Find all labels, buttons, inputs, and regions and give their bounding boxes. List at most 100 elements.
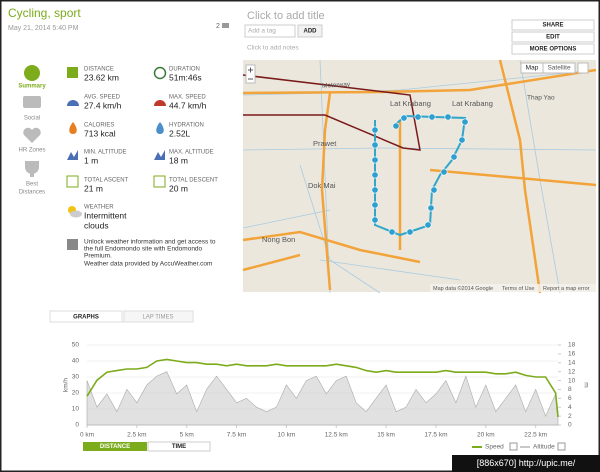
stat-label: MIN. ALTITUDE <box>84 150 127 156</box>
tab-lap-times[interactable] <box>123 310 194 323</box>
premium-icon <box>67 239 78 250</box>
stat-icon <box>69 122 77 134</box>
y2-tick-label: 14 <box>568 359 576 366</box>
nav-social[interactable]: Social <box>24 116 40 122</box>
map-road <box>242 59 597 294</box>
map-rail <box>242 74 421 151</box>
stat-icon <box>67 150 78 160</box>
premium-note: Weather data provided by AccuWeather.com <box>84 261 212 268</box>
y-tick-label: 10 <box>72 406 80 413</box>
stat-label: AVG. SPEED <box>84 95 121 101</box>
stat-icon <box>66 175 79 188</box>
stat-value: 713 kcal <box>84 128 116 138</box>
stat-label: DISTANCE <box>84 67 114 73</box>
stat-value: 1 m <box>84 155 98 165</box>
x-tick-label: 12.5 km <box>325 432 348 439</box>
distance-button-label[interactable]: DISTANCE <box>100 444 130 450</box>
premium-note[interactable]: the full Endomondo site with Endomondo <box>84 246 203 253</box>
edit-button[interactable] <box>511 31 595 43</box>
watermark: [886x670] http://upic.me/ <box>477 458 576 468</box>
nav-best[interactable]: Best <box>26 182 38 188</box>
legend-label: Altitude <box>533 444 555 451</box>
edit-label[interactable]: EDIT <box>546 35 560 41</box>
stat-value: 18 m <box>169 155 188 165</box>
satellite-label[interactable]: Satellite <box>547 65 571 72</box>
time-button[interactable] <box>147 441 211 452</box>
legend-label: Speed <box>485 444 504 451</box>
satellite-button[interactable] <box>542 62 576 74</box>
stat-icon <box>154 150 165 160</box>
time-button-label[interactable]: TIME <box>172 444 186 450</box>
premium-note[interactable]: Unlock weather information and get acces… <box>84 239 216 246</box>
x-tick-label: 22.5 km <box>524 432 547 439</box>
stat-value: 2.52L <box>169 128 191 138</box>
distance-button[interactable] <box>83 442 147 451</box>
y-tick-label: 40 <box>72 358 80 365</box>
share-button[interactable] <box>511 19 595 31</box>
x-tick-label: 7.5 km <box>227 432 247 439</box>
nav-hr-zones[interactable]: HR Zones <box>18 148 45 154</box>
map-place: Lat Krabang <box>390 99 431 108</box>
stat-value: 23.62 km <box>84 72 119 82</box>
tab-graphs[interactable] <box>49 310 123 323</box>
altitude-area <box>86 371 559 426</box>
more-options-label[interactable]: MORE OPTIONS <box>530 47 577 53</box>
y2-tick-label: 12 <box>568 368 576 375</box>
comment-icon[interactable] <box>222 23 229 28</box>
map-report[interactable]: Report a map error <box>543 286 590 292</box>
map-type-label[interactable]: Map <box>526 65 539 72</box>
comment-count[interactable]: 2 <box>216 23 220 30</box>
notes-placeholder[interactable]: Click to add notes <box>247 45 299 52</box>
fullscreen-button[interactable] <box>577 62 589 74</box>
map-attribution: Map data ©2014 Google <box>433 285 493 292</box>
social-icon[interactable] <box>23 96 41 108</box>
map-background[interactable] <box>243 60 596 292</box>
stat-label: TOTAL DESCENT <box>169 178 218 184</box>
premium-note[interactable]: Premium. <box>84 253 112 260</box>
zoom-symbols[interactable] <box>248 67 253 80</box>
map-place: Motorway <box>322 81 351 90</box>
y2-axis-label: m <box>582 382 589 387</box>
title-placeholder[interactable]: Click to add title <box>247 10 325 22</box>
nav-summary[interactable]: Summary <box>18 84 46 90</box>
weather-value: Intermittent <box>84 210 127 220</box>
add-button-label[interactable]: ADD <box>304 29 318 35</box>
workout-sport[interactable]: Cycling, sport <box>8 6 81 20</box>
map[interactable]: Map Satellite Motorway Lat Krabang Lat K… <box>242 59 597 294</box>
stat-value: 21 m <box>84 183 103 193</box>
summary-icon[interactable] <box>24 65 40 81</box>
hr-icon[interactable] <box>23 127 41 143</box>
zoom-control[interactable] <box>245 64 256 84</box>
map-terms[interactable]: Terms of Use <box>502 286 534 292</box>
legend-checkbox[interactable] <box>557 442 566 451</box>
add-button[interactable] <box>297 24 323 38</box>
x-tick-label: 20 km <box>477 432 495 439</box>
stat-icon <box>154 100 166 106</box>
stat-value: 51m:46s <box>169 72 202 82</box>
tag-input[interactable] <box>244 24 296 38</box>
tab-lap-label[interactable]: LAP TIMES <box>142 315 173 321</box>
map-footer <box>430 284 596 292</box>
stat-value: 27.4 km/h <box>84 100 122 110</box>
stat-label: CALORIES <box>84 123 114 129</box>
tag-placeholder[interactable]: Add a tag <box>248 28 276 35</box>
more-options-button[interactable] <box>511 43 595 55</box>
stat-value: 44.7 km/h <box>169 100 207 110</box>
y-tick-label: 20 <box>72 390 80 397</box>
stat-label: MAX. ALTITUDE <box>169 150 214 156</box>
legend-checkbox[interactable] <box>509 442 518 451</box>
y-axis-label: km/h <box>63 378 70 392</box>
share-label[interactable]: SHARE <box>542 23 563 29</box>
stat-icon <box>153 175 166 188</box>
tab-graphs-label[interactable]: GRAPHS <box>73 315 99 321</box>
nav-distances[interactable]: Distances <box>19 190 45 196</box>
trophy-icon[interactable] <box>25 161 39 177</box>
y2-tick-label: 8 <box>568 386 572 393</box>
stat-label: DURATION <box>169 67 200 73</box>
map-place: Thap Yao <box>527 95 555 102</box>
y-tick-label: 50 <box>72 342 80 349</box>
y-tick-label: 0 <box>75 422 79 429</box>
weather-label: WEATHER <box>84 205 114 211</box>
